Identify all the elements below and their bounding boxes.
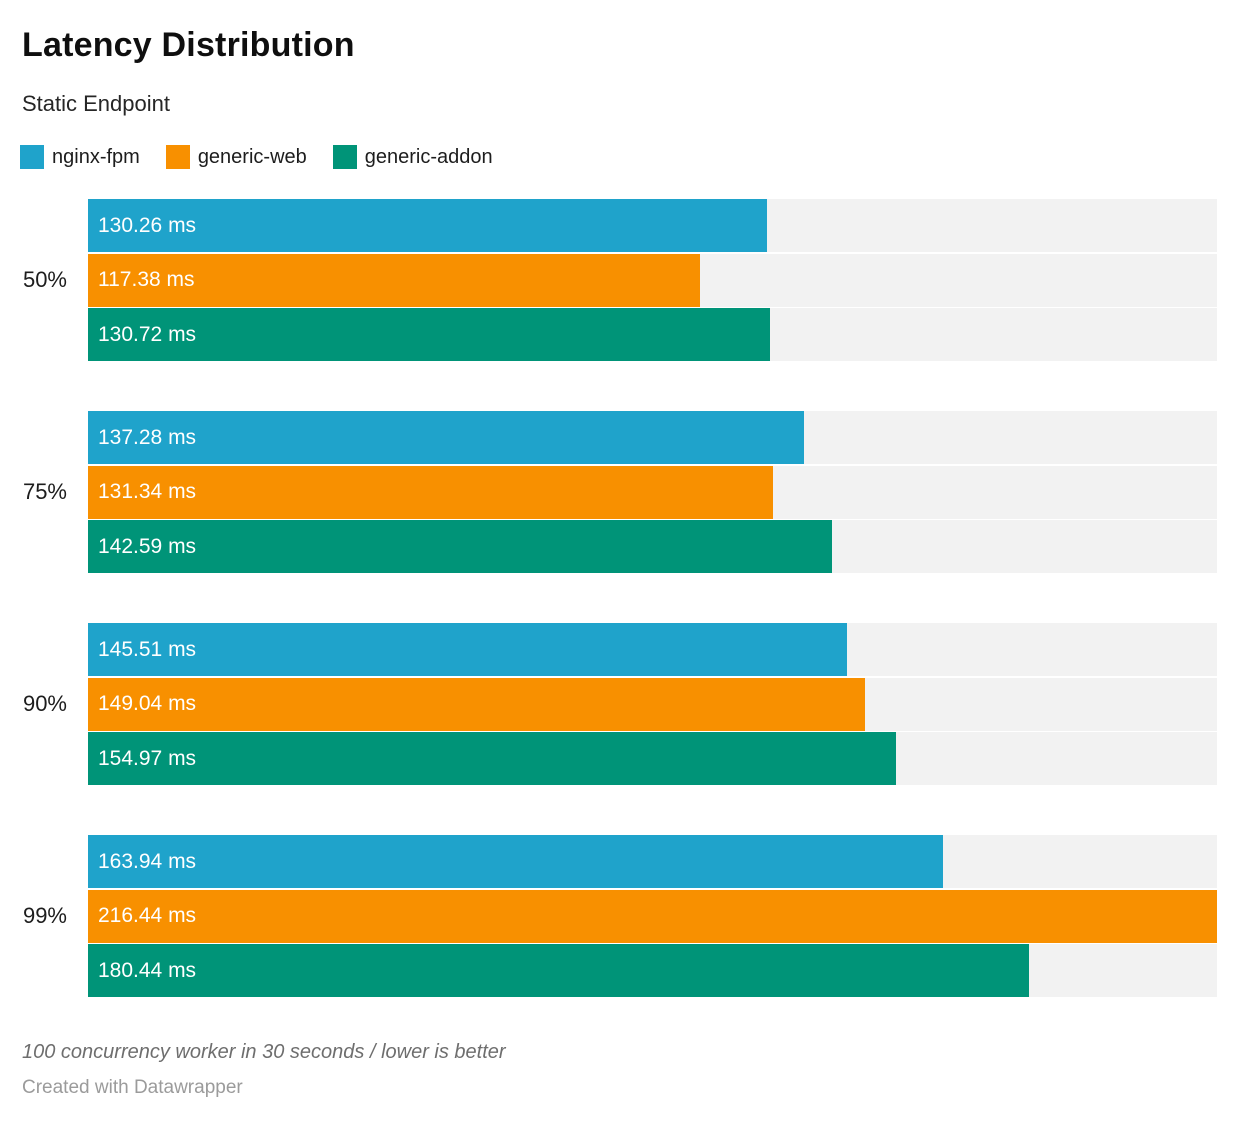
attribution-text: Created with Datawrapper — [22, 1077, 243, 1099]
bar-track: 154.97 ms — [88, 732, 1217, 786]
bar-track: 149.04 ms — [88, 677, 1217, 731]
legend-item-label: generic-addon — [364, 146, 493, 169]
bar-value-label: 145.51 ms — [98, 637, 197, 661]
bar-group-75%: 75% 137.28 ms 131.34 ms 142.59 ms — [0, 411, 1240, 574]
bar-nginx-fpm: 163.94 ms — [88, 835, 944, 889]
bar-nginx-fpm: 137.28 ms — [88, 411, 805, 465]
bar-value-label: 117.38 ms — [98, 268, 195, 292]
category-label: 50% — [22, 267, 67, 293]
bar-generic-web: 131.34 ms — [88, 465, 774, 519]
bar-generic-addon: 142.59 ms — [88, 520, 832, 574]
bar-track: 180.44 ms — [88, 944, 1217, 998]
bar-rows: 163.94 ms 216.44 ms 180.44 ms — [88, 835, 1217, 998]
bar-rows: 145.51 ms 149.04 ms 154.97 ms — [88, 623, 1217, 786]
legend-item-generic-addon: generic-addon — [332, 145, 493, 170]
bar-value-label: 216.44 ms — [98, 904, 197, 928]
category-label: 90% — [22, 691, 67, 717]
bar-track: 137.28 ms — [88, 411, 1217, 465]
bar-track: 117.38 ms — [88, 253, 1217, 307]
bar-value-label: 131.34 ms — [98, 480, 197, 504]
chart-title: Latency Distribution — [22, 26, 355, 64]
footnote: 100 concurrency worker in 30 seconds / l… — [22, 1041, 506, 1064]
bar-generic-addon: 180.44 ms — [88, 944, 1030, 998]
bar-chart: 50% 130.26 ms 117.38 ms 130.72 ms 75% 137.28 … — [0, 199, 1240, 998]
bar-generic-web: 149.04 ms — [88, 677, 866, 731]
bar-rows: 130.26 ms 117.38 ms 130.72 ms — [88, 199, 1217, 362]
bar-rows: 137.28 ms 131.34 ms 142.59 ms — [88, 411, 1217, 574]
bar-value-label: 142.59 ms — [98, 534, 197, 558]
bar-track: 216.44 ms — [88, 889, 1217, 943]
bar-value-label: 154.97 ms — [98, 746, 197, 770]
bar-track: 163.94 ms — [88, 835, 1217, 889]
bar-generic-web: 117.38 ms — [88, 253, 701, 307]
bar-nginx-fpm: 130.26 ms — [88, 199, 768, 253]
legend: nginx-fpm generic-web generic-addon — [20, 145, 1240, 170]
legend-swatch-icon — [332, 145, 357, 170]
bar-group-50%: 50% 130.26 ms 117.38 ms 130.72 ms — [0, 199, 1240, 362]
bar-group-90%: 90% 145.51 ms 149.04 ms 154.97 ms — [0, 623, 1240, 786]
legend-swatch-icon — [165, 145, 190, 170]
bar-generic-addon: 154.97 ms — [88, 732, 897, 786]
bar-generic-addon: 130.72 ms — [88, 308, 770, 362]
legend-item-label: generic-web — [197, 146, 307, 169]
bar-track: 130.26 ms — [88, 199, 1217, 253]
bar-value-label: 130.72 ms — [98, 322, 197, 346]
legend-swatch-icon — [20, 145, 44, 170]
bar-track: 130.72 ms — [88, 308, 1217, 362]
bar-track: 145.51 ms — [88, 623, 1217, 677]
legend-item-nginx-fpm: nginx-fpm — [20, 145, 140, 170]
bar-generic-web: 216.44 ms — [88, 889, 1217, 943]
chart-subtitle: Static Endpoint — [22, 91, 170, 117]
bar-track: 131.34 ms — [88, 465, 1217, 519]
bar-value-label: 137.28 ms — [98, 425, 197, 449]
category-label: 99% — [22, 903, 67, 929]
category-label: 75% — [22, 479, 67, 505]
bar-value-label: 180.44 ms — [98, 958, 197, 982]
bar-value-label: 149.04 ms — [98, 692, 197, 716]
bar-track: 142.59 ms — [88, 520, 1217, 574]
legend-item-generic-web: generic-web — [165, 145, 307, 170]
bar-group-99%: 99% 163.94 ms 216.44 ms 180.44 ms — [0, 835, 1240, 998]
legend-item-label: nginx-fpm — [52, 146, 140, 169]
bar-nginx-fpm: 145.51 ms — [88, 623, 847, 677]
bar-value-label: 130.26 ms — [98, 213, 197, 237]
bar-value-label: 163.94 ms — [98, 849, 197, 873]
